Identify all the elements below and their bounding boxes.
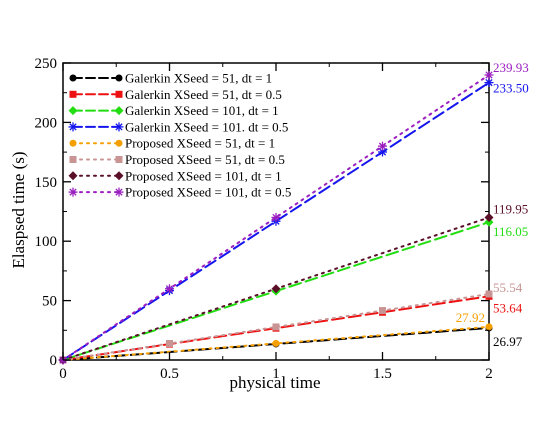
y-tick-label: 150 [35, 175, 58, 191]
legend-label: Galerkin XSeed = 101, dt = 1 [125, 103, 279, 118]
data-point-diamond [114, 171, 124, 181]
x-axis-label: physical time [229, 373, 320, 392]
x-tick-label: 0 [59, 366, 67, 382]
end-value-label: 239.93 [493, 60, 529, 75]
data-point-diamond [484, 212, 494, 222]
data-point-square [379, 307, 386, 315]
data-point-circle [115, 74, 123, 82]
data-point-diamond [114, 106, 124, 116]
legend-item-2: Galerkin XSeed = 51, dt = 0.5 [69, 87, 282, 102]
legend-label: Proposed XSeed = 51, dt = 0.5 [125, 152, 285, 167]
x-tick-label: 2 [485, 366, 493, 382]
data-point-asterisk [165, 284, 174, 294]
data-point-asterisk [114, 122, 124, 132]
y-tick-label: 250 [35, 56, 58, 72]
data-point-square [115, 90, 123, 98]
y-tick-label: 50 [42, 294, 57, 310]
x-tick-label: 0.5 [160, 366, 179, 382]
end-value-label: 26.97 [493, 334, 523, 349]
y-tick-label: 100 [35, 234, 58, 250]
end-value-label: 233.50 [493, 81, 529, 96]
data-point-asterisk [68, 122, 78, 132]
legend-item-8: Proposed XSeed = 101, dt = 0.5 [68, 185, 291, 200]
legend-label: Galerkin XSeed = 51, dt = 0.5 [125, 87, 282, 102]
legend-item-7: Proposed XSeed = 101, dt = 1 [68, 168, 282, 183]
data-point-square [69, 90, 77, 98]
y-tick-label: 0 [50, 353, 58, 369]
data-point-asterisk [271, 212, 281, 222]
data-point-asterisk [114, 187, 124, 197]
legend-item-5: Proposed XSeed = 51, dt = 1 [69, 136, 275, 151]
data-point-asterisk [484, 70, 494, 80]
data-point-square [485, 290, 493, 298]
data-point-square [272, 323, 280, 331]
data-point-circle [69, 74, 77, 82]
data-point-square [166, 339, 173, 347]
legend-label: Galerkin XSeed = 101. dt = 0.5 [125, 119, 288, 134]
end-value-label: 27.92 [456, 310, 485, 325]
series-line [62, 325, 490, 361]
data-point-square [69, 156, 77, 163]
end-value-annotations: 239.93 233.50 119.95 116.05 55.54 53.64 27.92 2… [456, 60, 529, 349]
series-line [62, 293, 490, 361]
data-point-asterisk [378, 147, 387, 157]
legend-label: Proposed XSeed = 101, dt = 1 [125, 168, 282, 183]
data-point-diamond [68, 171, 78, 181]
data-point-diamond [68, 106, 78, 116]
x-tick-label: 1 [272, 366, 280, 382]
legend-label: Proposed XSeed = 51, dt = 1 [125, 136, 275, 151]
data-point-asterisk [484, 78, 494, 88]
end-value-label: 119.95 [493, 201, 528, 216]
data-point-diamond [484, 217, 494, 227]
y-tick-label: 200 [35, 115, 58, 131]
data-point-circle [485, 323, 493, 331]
legend-label: Galerkin XSeed = 51, dt = 1 [125, 71, 272, 86]
y-axis-label: Elaspsed time (s) [9, 151, 28, 268]
end-value-label: 116.05 [493, 224, 528, 239]
axis-ticks: 0 0.5 1 1.5 2 0 50 100 150 200 250 [35, 56, 493, 382]
end-value-label: 53.64 [493, 300, 523, 315]
data-point-circle [69, 139, 77, 147]
legend-label: Proposed XSeed = 101, dt = 0.5 [125, 185, 291, 200]
data-point-circle [272, 339, 280, 347]
legend-item-6: Proposed XSeed = 51, dt = 0.5 [69, 152, 285, 167]
series-line [62, 73, 490, 361]
data-point-asterisk [68, 187, 78, 197]
data-point-circle [115, 139, 123, 147]
end-value-label: 55.54 [493, 280, 523, 295]
legend-item-3: Galerkin XSeed = 101, dt = 1 [68, 103, 279, 118]
legend-item-4: Galerkin XSeed = 101. dt = 0.5 [68, 119, 288, 134]
data-point-square [115, 156, 123, 163]
series-8 [58, 70, 494, 365]
legend-item-1: Galerkin XSeed = 51, dt = 1 [69, 71, 272, 86]
data-point-diamond [271, 284, 281, 294]
data-point-asterisk [378, 141, 387, 151]
x-tick-label: 1.5 [373, 366, 392, 382]
